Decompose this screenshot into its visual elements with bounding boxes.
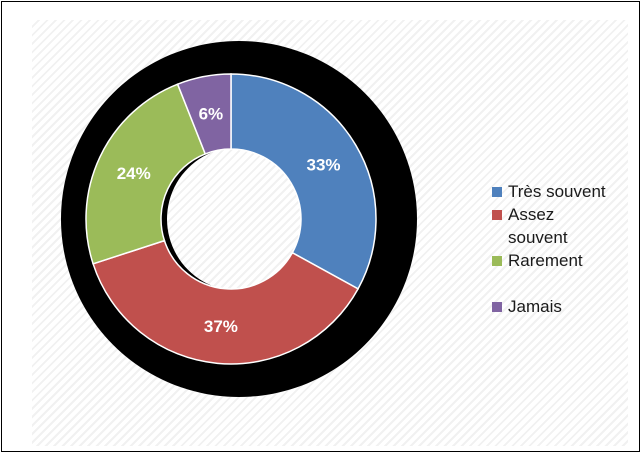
legend-item-assez-souvent: Assez souvent [492,203,622,249]
data-label-tr-s-souvent: 33% [307,155,341,174]
donut-slice-assez-souvent [92,239,360,365]
legend-label-assez-souvent: Assez souvent [508,205,568,247]
legend-swatch-jamais [492,302,502,312]
legend-swatch-tres-souvent [492,187,502,197]
legend-item-jamais: Jamais [492,295,622,318]
data-labels: 33% 37% 24% 6% [117,104,341,336]
donut-slice-rarement [85,83,207,265]
legend-swatch-assez-souvent [492,210,502,220]
legend-swatch-rarement [492,256,502,266]
data-label-jamais: 6% [199,104,224,123]
legend-label-jamais: Jamais [508,297,562,316]
data-label-assez-souvent: 37% [204,317,238,336]
donut-slice-tr-s-souvent [230,73,377,290]
legend-label-tres-souvent: Très souvent [508,182,606,201]
legend-item-rarement: Rarement [492,249,622,272]
donut-slice-jamais [176,73,232,155]
legend: Très souvent Assez souvent Rarement Jama… [492,180,622,318]
data-label-rarement: 24% [117,164,151,183]
donut-slices [85,73,377,365]
legend-label-rarement: Rarement [508,251,583,270]
legend-item-tres-souvent: Très souvent [492,180,622,203]
